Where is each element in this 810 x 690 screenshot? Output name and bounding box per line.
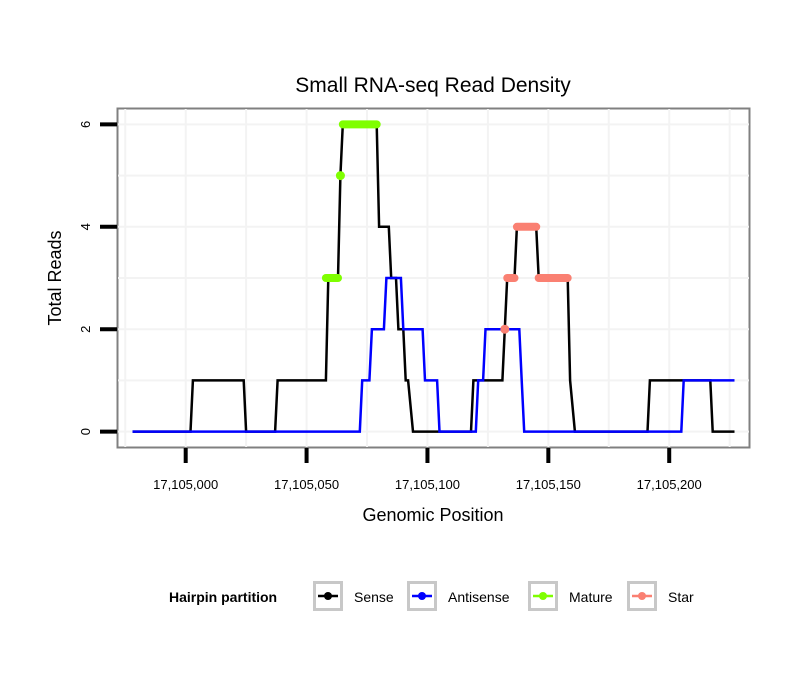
legend-point-antisense	[418, 592, 426, 600]
y-tick-label: 6	[78, 121, 93, 128]
legend-key-antisense	[407, 581, 437, 611]
series-point-mature	[335, 171, 345, 181]
legend-label-antisense: Antisense	[448, 589, 510, 605]
legend-point-star	[638, 592, 646, 600]
y-axis-title: Total Reads	[45, 230, 65, 325]
legend: Hairpin partition Sense Antisense Mature…	[0, 578, 810, 618]
legend-key-sense	[313, 581, 343, 611]
x-tick-label: 17,105,050	[274, 477, 339, 492]
series-layer	[132, 120, 735, 433]
legend-key-mature	[528, 581, 558, 611]
legend-glyph-sense	[318, 592, 338, 600]
x-axis-title: Genomic Position	[362, 505, 503, 525]
y-tick-label: 4	[78, 223, 93, 230]
series-line-sense	[132, 123, 735, 433]
legend-title: Hairpin partition	[169, 589, 278, 605]
legend-point-mature	[539, 592, 547, 600]
legend-glyph-star	[632, 592, 652, 600]
y-axis: 0 2 4 6	[78, 121, 117, 435]
y-tick-label: 2	[78, 326, 93, 333]
x-axis: 17,105,000 17,105,050 17,105,100 17,105,150…	[153, 448, 702, 492]
legend-glyph-mature	[533, 592, 553, 600]
x-tick-label: 17,105,150	[516, 477, 581, 492]
legend-key-star	[627, 581, 657, 611]
legend-label-mature: Mature	[569, 589, 613, 605]
legend-label-star: Star	[668, 589, 694, 605]
legend-label-sense: Sense	[354, 589, 394, 605]
y-tick-label: 0	[78, 428, 93, 435]
x-tick-label: 17,105,200	[637, 477, 702, 492]
series-point-star	[500, 324, 510, 334]
legend-glyph-antisense	[412, 592, 432, 600]
x-tick-label: 17,105,100	[395, 477, 460, 492]
x-tick-label: 17,105,000	[153, 477, 218, 492]
legend-point-sense	[324, 592, 332, 600]
series-line-antisense	[132, 276, 735, 433]
chart-title: Small RNA-seq Read Density	[295, 74, 571, 97]
